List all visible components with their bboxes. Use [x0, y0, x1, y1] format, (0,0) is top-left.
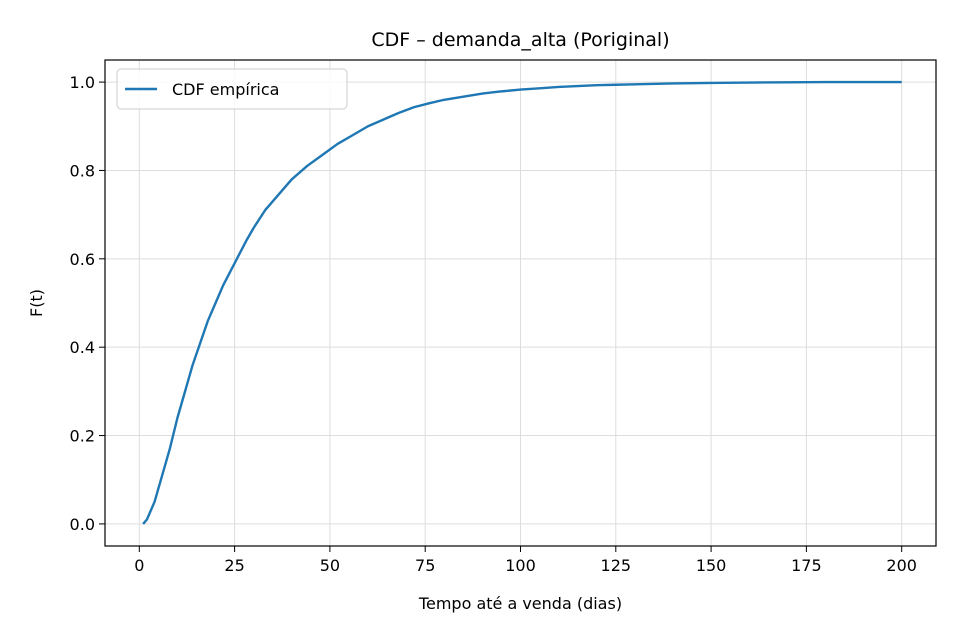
grid-lines: [105, 60, 936, 546]
series-line-cdf: [142, 80, 902, 525]
x-axis-label: Tempo até a venda (dias): [418, 594, 622, 613]
x-tick-label: 50: [320, 556, 340, 575]
y-axis-label: F(t): [27, 289, 46, 317]
x-tick-label: 0: [134, 556, 144, 575]
y-tick-label: 0.0: [70, 515, 95, 534]
x-tick-label: 125: [601, 556, 632, 575]
x-tick-label: 25: [224, 556, 244, 575]
x-tick-label: 200: [886, 556, 917, 575]
y-tick-label: 1.0: [70, 73, 95, 92]
y-tick-label: 0.2: [70, 427, 95, 446]
y-tick-label: 0.4: [70, 338, 95, 357]
y-tick-label: 0.8: [70, 161, 95, 180]
chart-title: CDF – demanda_alta (Poriginal): [371, 29, 669, 51]
y-tick-label: 0.6: [70, 250, 95, 269]
x-tick-label: 175: [791, 556, 822, 575]
x-tick-label: 75: [415, 556, 435, 575]
x-axis-ticks: 0 25 50 75 100 125 150 175 200: [134, 546, 917, 575]
x-tick-label: 150: [696, 556, 727, 575]
legend: CDF empírica: [116, 68, 348, 110]
legend-label: CDF empírica: [172, 80, 279, 99]
x-tick-label: 100: [505, 556, 536, 575]
plot-series: [142, 80, 902, 525]
legend-box: [116, 68, 348, 110]
y-axis-ticks: 0.0 0.2 0.4 0.6 0.8 1.0: [70, 73, 105, 534]
